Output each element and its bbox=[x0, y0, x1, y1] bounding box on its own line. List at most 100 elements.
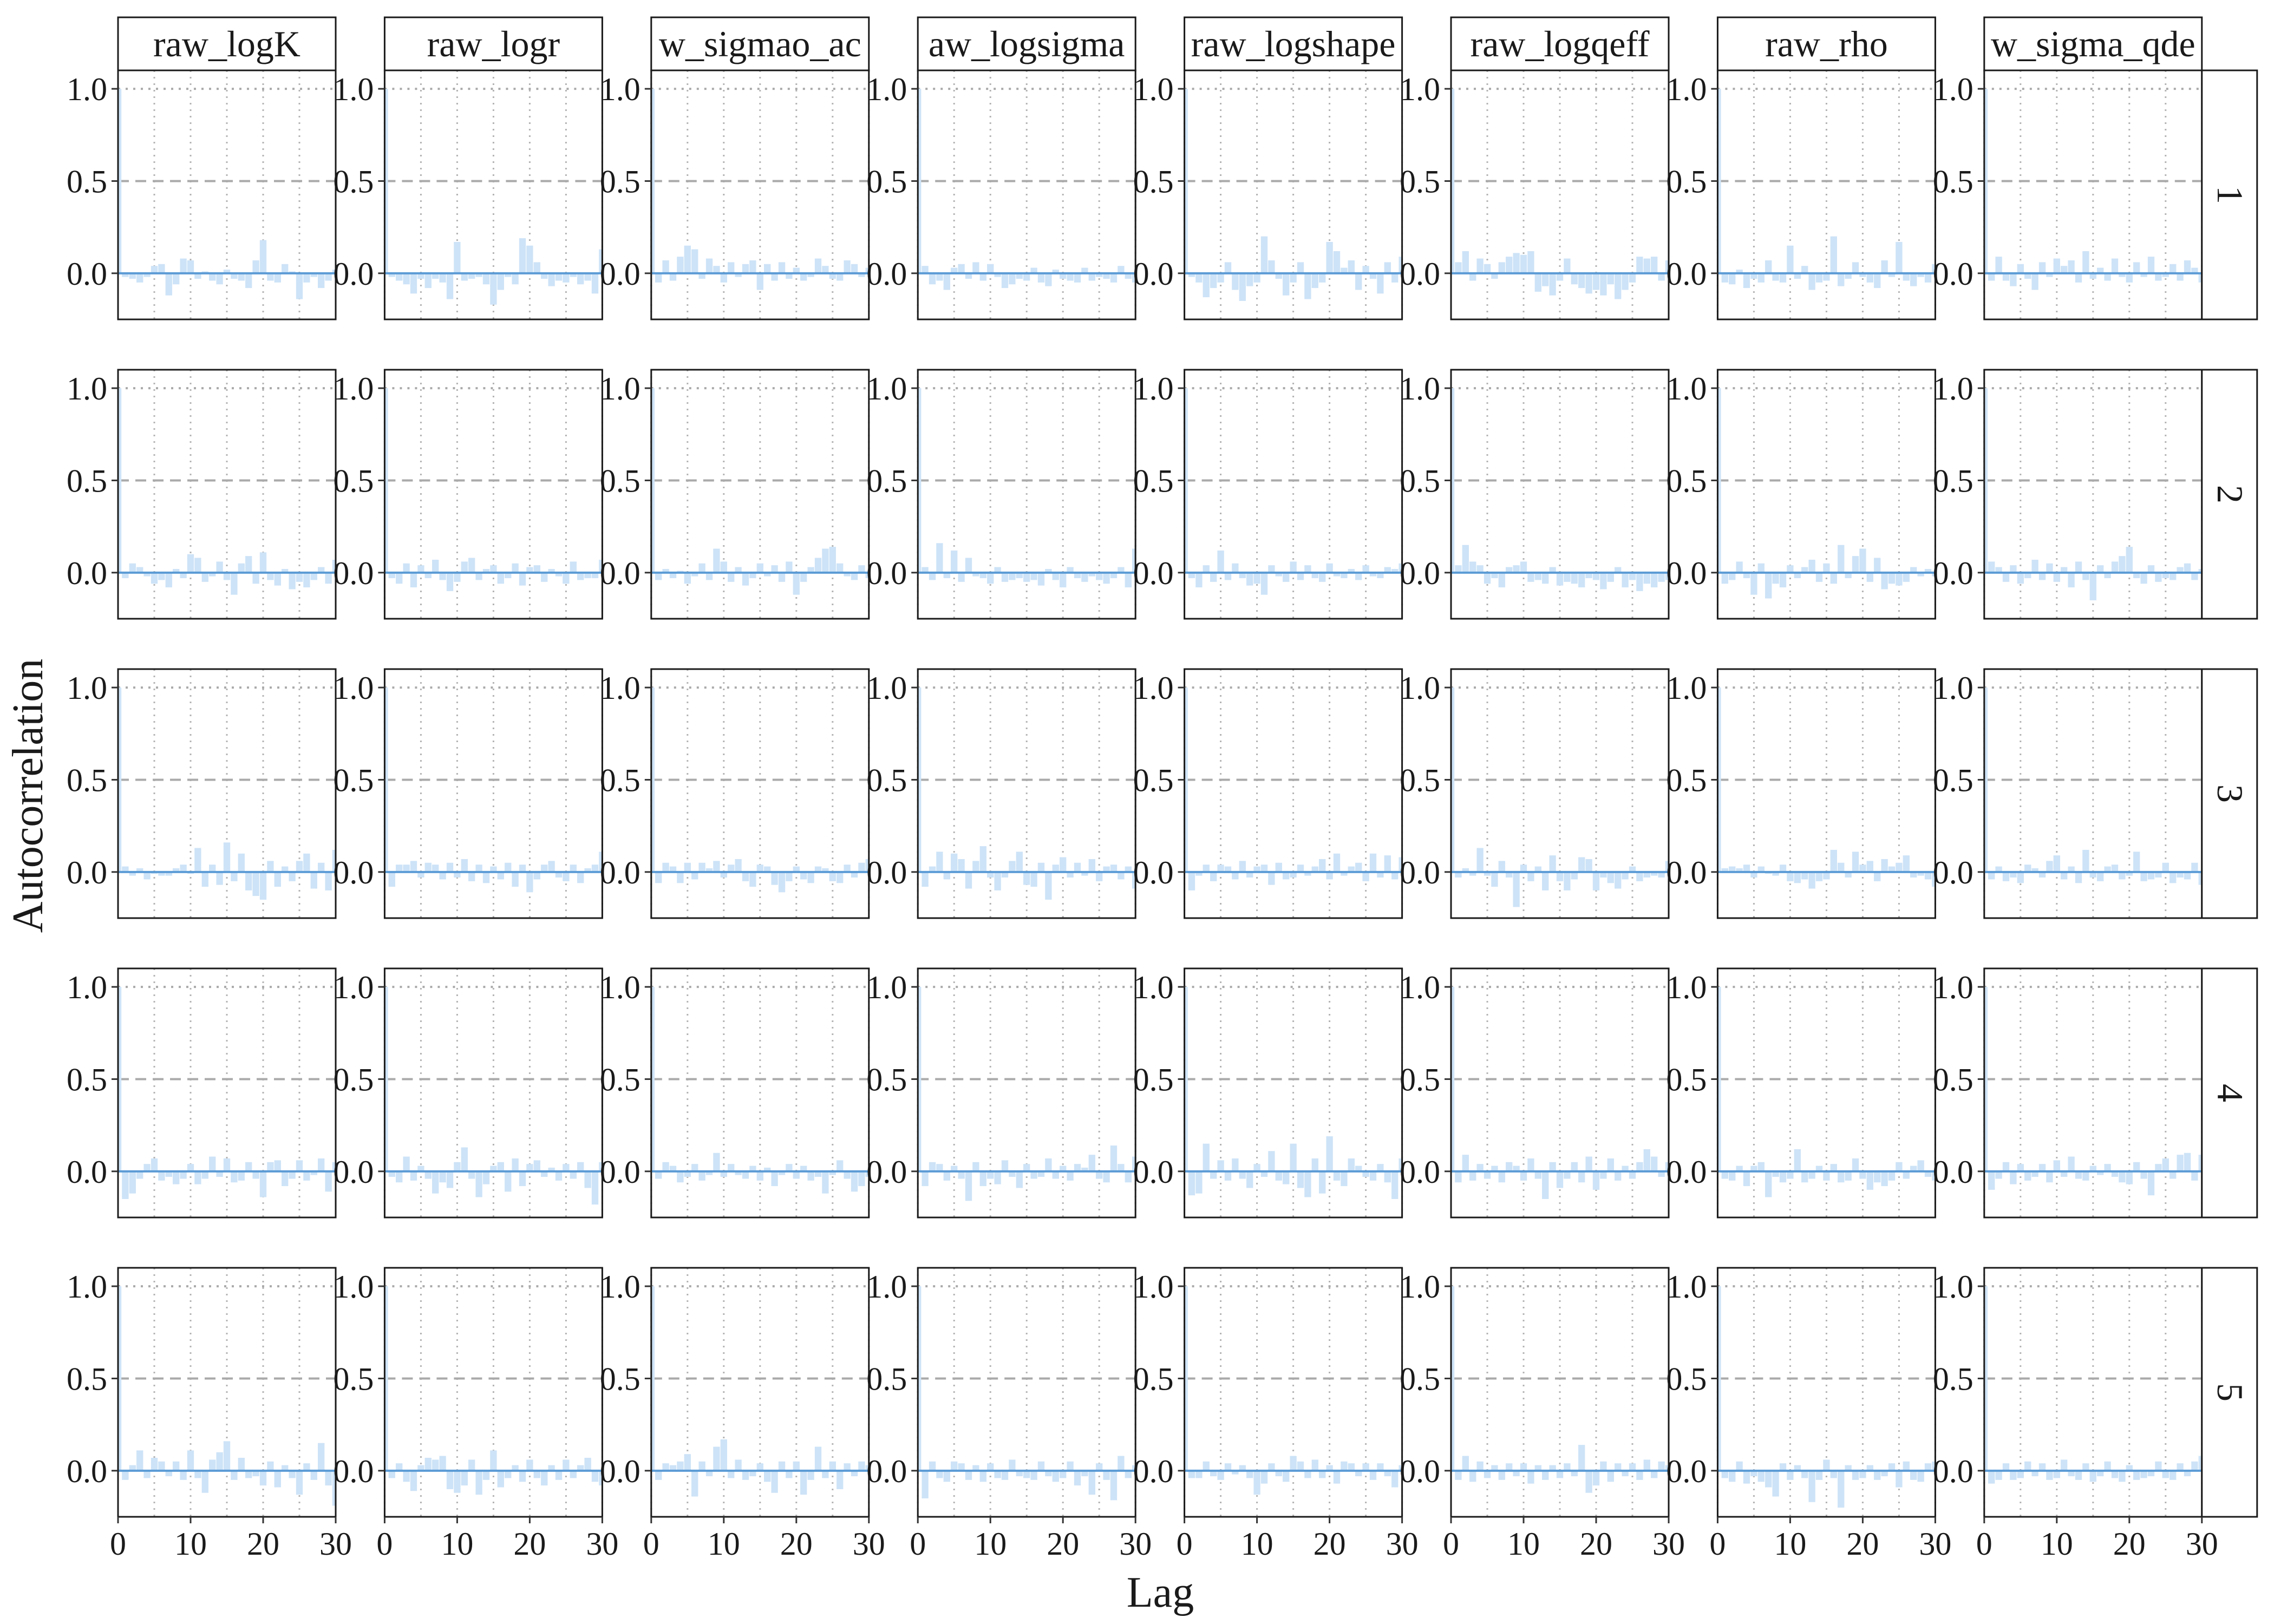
acf-bar bbox=[742, 1470, 749, 1480]
acf-bar bbox=[303, 1463, 310, 1471]
acf-bar bbox=[771, 1470, 778, 1493]
acf-bar bbox=[1260, 1171, 1268, 1177]
acf-bar bbox=[439, 572, 446, 580]
acf-bar bbox=[1881, 1470, 1888, 1477]
acf-bar bbox=[1549, 1465, 1556, 1471]
acf-bar bbox=[1268, 872, 1275, 885]
acf-bar bbox=[1052, 1171, 1059, 1179]
acf-bar bbox=[310, 872, 317, 889]
row-strip-label: 1 bbox=[2210, 186, 2251, 204]
acf-bar bbox=[267, 273, 274, 281]
acf-bar bbox=[958, 1463, 965, 1471]
acf-bar bbox=[1772, 572, 1779, 584]
acf-bar bbox=[2162, 1470, 2169, 1478]
acf-bar bbox=[1045, 1158, 1052, 1171]
acf-bar bbox=[1736, 561, 1743, 573]
y-tick-label: 0.5 bbox=[1666, 762, 1707, 798]
acf-bar bbox=[180, 1470, 187, 1480]
acf-bar bbox=[173, 1461, 180, 1471]
acf-bar bbox=[844, 1171, 851, 1179]
acf-bar bbox=[2111, 865, 2119, 872]
acf-bar bbox=[1297, 262, 1304, 273]
acf-bar bbox=[749, 1470, 756, 1477]
acf-bar bbox=[454, 872, 461, 878]
y-tick-label: 0.0 bbox=[1933, 256, 1974, 292]
acf-bar bbox=[1859, 1470, 1866, 1478]
acf-bar bbox=[1779, 572, 1787, 588]
acf-bar bbox=[1765, 572, 1772, 599]
acf-bar bbox=[318, 1158, 325, 1171]
acf-bar bbox=[2104, 1461, 2111, 1471]
acf-bar bbox=[1765, 1171, 1772, 1197]
acf-bar bbox=[1636, 1162, 1643, 1171]
y-tick-label: 1.0 bbox=[866, 1269, 907, 1305]
acf-bar bbox=[1224, 1171, 1232, 1181]
x-tick-label: 0 bbox=[1709, 1526, 1726, 1562]
acf-bar bbox=[1564, 872, 1571, 890]
acf-bar bbox=[1052, 1470, 1059, 1482]
acf-bar bbox=[541, 273, 548, 279]
acf-bar bbox=[1326, 1465, 1333, 1471]
x-tick-label: 10 bbox=[441, 1526, 473, 1562]
acf-bar bbox=[245, 872, 252, 890]
acf-bar bbox=[289, 1171, 296, 1179]
y-tick-label: 0.0 bbox=[1400, 1453, 1440, 1489]
acf-bar bbox=[1643, 572, 1650, 584]
acf-bar bbox=[1787, 1171, 1794, 1179]
facet-panel bbox=[917, 369, 1136, 620]
acf-bar bbox=[1297, 572, 1304, 580]
acf-bar bbox=[814, 1446, 822, 1471]
acf-bar bbox=[216, 561, 223, 573]
acf-bar bbox=[252, 572, 259, 584]
acf-bar bbox=[2010, 1171, 2017, 1184]
acf-bar bbox=[194, 1171, 201, 1184]
acf-bar bbox=[461, 1470, 468, 1486]
acf-bar bbox=[274, 1470, 281, 1488]
acf-bar bbox=[918, 687, 922, 872]
acf-bar bbox=[829, 872, 836, 881]
panel-border bbox=[117, 668, 337, 919]
acf-bar bbox=[1045, 872, 1052, 900]
acf-bar bbox=[1246, 572, 1253, 586]
acf-bar bbox=[1311, 866, 1318, 872]
acf-bars bbox=[118, 388, 336, 595]
acf-bar bbox=[259, 552, 267, 573]
acf-bar bbox=[1779, 1171, 1787, 1183]
acf-bar bbox=[563, 572, 570, 584]
acf-bar bbox=[1815, 1470, 1823, 1480]
acf-bar bbox=[684, 1454, 691, 1471]
panel-border bbox=[650, 668, 870, 919]
acf-bar bbox=[1743, 865, 1750, 872]
acf-bar bbox=[1917, 1470, 1924, 1482]
acf-bar bbox=[238, 853, 245, 872]
acf-bar bbox=[1801, 1470, 1808, 1478]
acf-bar bbox=[2147, 872, 2155, 880]
acf-bars bbox=[918, 987, 1136, 1201]
acf-bar bbox=[1451, 687, 1455, 872]
acf-bars bbox=[651, 388, 869, 595]
acf-bar bbox=[1103, 273, 1110, 279]
acf-bar bbox=[1665, 1162, 1669, 1171]
acf-bar bbox=[749, 872, 756, 887]
acf-bar bbox=[173, 569, 180, 573]
acf-bar bbox=[519, 1171, 526, 1187]
acf-bar bbox=[1491, 872, 1498, 887]
acf-bar bbox=[691, 249, 698, 273]
y-tick-label: 0.0 bbox=[1666, 855, 1707, 890]
acf-bars bbox=[651, 1286, 869, 1497]
facet-panel bbox=[650, 1267, 870, 1518]
acf-bar bbox=[1476, 258, 1484, 273]
x-tick-label: 10 bbox=[708, 1526, 740, 1562]
acf-bar bbox=[858, 565, 865, 573]
acf-bar bbox=[1455, 1171, 1462, 1183]
acf-bar bbox=[1542, 872, 1549, 890]
acf-bar bbox=[1451, 89, 1455, 273]
acf-bar bbox=[216, 1171, 223, 1177]
acf-bar bbox=[1253, 1470, 1260, 1495]
acf-bar bbox=[1355, 572, 1362, 580]
acf-bar bbox=[173, 273, 180, 285]
acf-bar bbox=[1636, 257, 1643, 273]
acf-bar bbox=[143, 1164, 151, 1171]
acf-bar bbox=[786, 273, 793, 279]
acf-bar bbox=[1592, 572, 1600, 580]
